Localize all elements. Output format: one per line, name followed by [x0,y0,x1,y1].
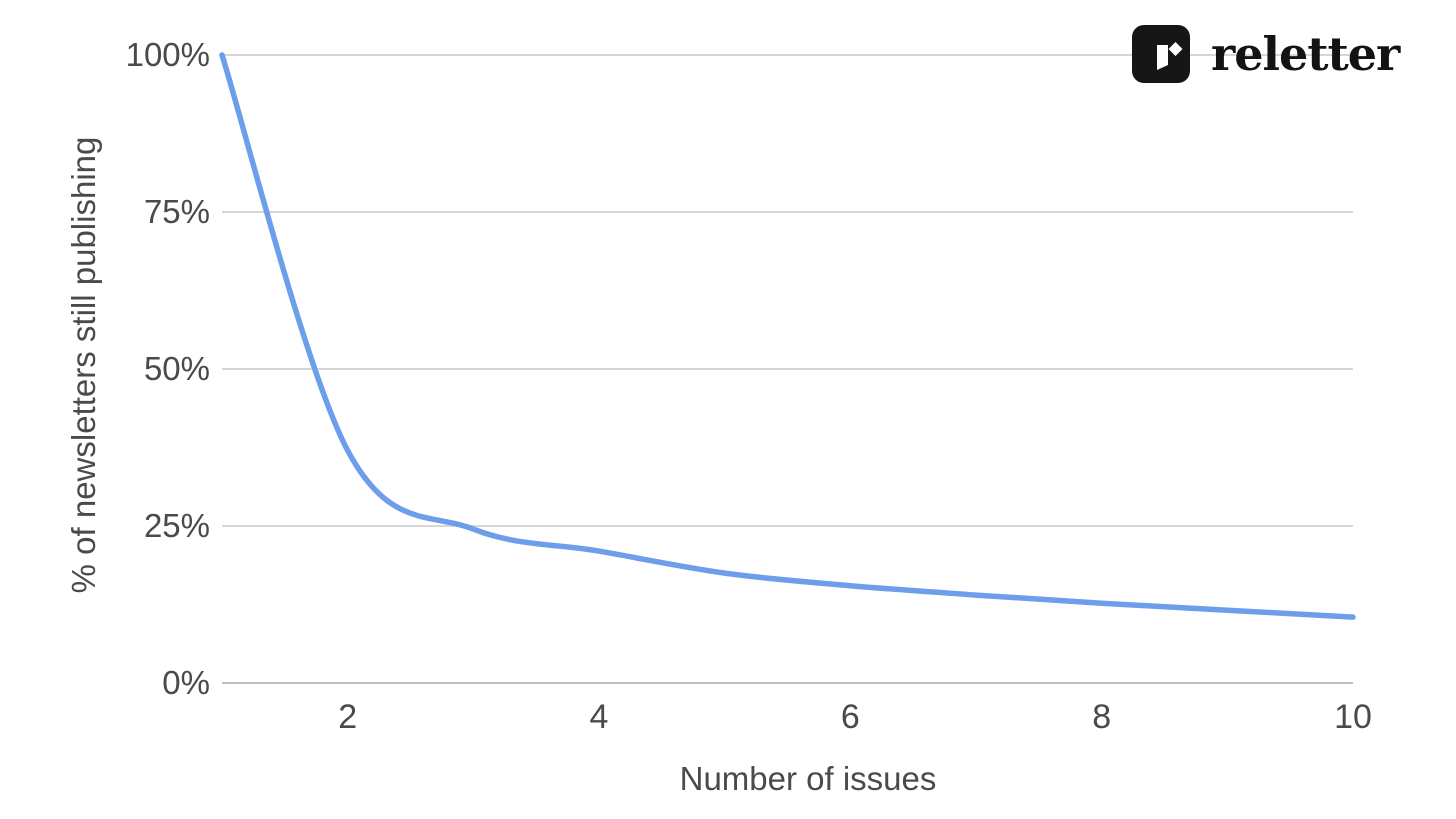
y-tick-label: 25% [143,507,210,544]
x-tick-label: 8 [1092,698,1112,736]
reletter-wordmark: reletter [1211,27,1400,81]
x-axis-title: Number of issues [679,760,937,797]
y-tick-label: 100% [125,36,210,73]
y-tick-label: 50% [143,350,210,387]
x-tick-label: 4 [589,698,609,736]
logo-banner-shape [1157,45,1168,70]
y-tick-label: 0% [162,664,210,701]
logo-diamond-shape [1168,42,1183,56]
survival-curve-line [219,52,1356,620]
x-tick-label: 6 [840,698,860,736]
reletter-logo-icon [1132,25,1190,83]
x-tick-label: 10 [1334,698,1372,736]
y-axis-title: % of newsletters still publishing [65,136,102,594]
x-tick-label: 2 [338,698,358,736]
reletter-logo: reletter [1132,25,1400,83]
y-tick-label: 75% [143,193,210,230]
